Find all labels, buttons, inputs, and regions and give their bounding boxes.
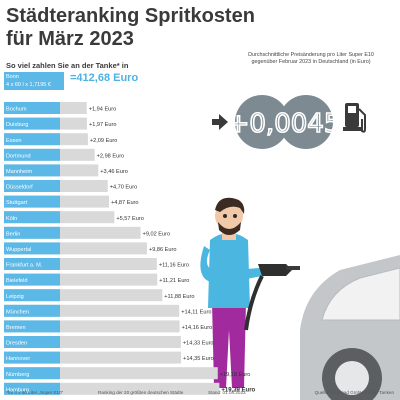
bar-label-bg-0	[4, 102, 60, 114]
category-label-3: Dortmund	[6, 153, 31, 159]
value-label-4: +3,46 Euro	[100, 169, 128, 175]
person-illustration	[200, 197, 300, 388]
bar-label-bg-18	[4, 382, 60, 395]
bar-label-bg-13	[4, 304, 60, 317]
bar-label-bg-14	[4, 320, 60, 333]
category-label-8: Berlin	[6, 231, 20, 237]
value-label-5: +4,70 Euro	[110, 185, 138, 191]
bar-label-bg-15	[4, 336, 60, 348]
bar-label-bg-9	[4, 242, 60, 255]
category-label-17: Nürnberg	[6, 372, 29, 378]
value-label-16: +14,35 Euro	[183, 356, 214, 362]
category-label-14: Bremen	[6, 325, 26, 331]
bar-label-bg-17	[4, 367, 60, 380]
value-label-18: +19,39 Euro	[221, 387, 255, 393]
value-label-12: +11,88 Euro	[164, 294, 194, 300]
category-label-4: Mannheim	[6, 169, 32, 175]
value-label-2: +2,09 Euro	[90, 138, 118, 144]
reference-city: Bonn	[6, 74, 19, 80]
value-label-14: +14,16 Euro	[182, 325, 213, 331]
bar-label-bg-4	[4, 164, 60, 177]
category-label-9: Wuppertal	[6, 247, 31, 253]
category-label-18: Hamburg	[6, 387, 29, 393]
bar-label-bg-16	[4, 351, 60, 364]
bar-chart: Bochum +1,94 Euro Duisburg +1,97 Euro Essen +…	[4, 102, 256, 395]
bar-label-bg-3	[4, 148, 60, 161]
bar-label-bg-11	[4, 273, 60, 286]
category-label-16: Hannover	[6, 356, 30, 362]
category-label-6: Stuttgart	[6, 200, 28, 206]
reference-city-box: Bonn 4 x 60 l x 1,7195 €	[4, 72, 64, 90]
bar-label-bg-1	[4, 117, 60, 130]
category-label-1: Duisburg	[6, 122, 28, 128]
price-change-value: +0,0045	[228, 109, 341, 139]
coin-pair	[235, 95, 333, 149]
bar-label-bg-7	[4, 211, 60, 224]
bar-label-bg-8	[4, 226, 60, 239]
bar-label-bg-5	[4, 180, 60, 192]
value-label-10: +11,16 Euro	[159, 263, 189, 269]
value-label-11: +11,21 Euro	[159, 278, 189, 284]
footer-date: Stand: 01.04.2023	[208, 390, 246, 395]
category-label-11: Bielefeld	[6, 278, 27, 284]
page-title: Städteranking Spritkosten für März 2023	[6, 5, 255, 51]
value-label-0: +1,94 Euro	[89, 107, 117, 113]
reference-formula: 4 x 60 l x 1,7195 €	[6, 82, 51, 88]
car-illustration	[300, 255, 400, 400]
value-label-15: +14,33 Euro	[183, 341, 214, 347]
bar-label-bg-12	[4, 289, 60, 302]
value-label-9: +9,86 Euro	[149, 247, 177, 253]
title-line-1: Städteranking Spritkosten	[6, 5, 255, 27]
category-label-13: München	[6, 309, 29, 315]
footer-ranking: Ranking der 20 größten deutschen Städte	[98, 390, 184, 395]
value-label-17: +19,18 Euro	[220, 372, 251, 378]
value-label-1: +1,97 Euro	[89, 122, 117, 128]
price-change-description: Durchschnittliche Preisänderung pro Lite…	[248, 52, 374, 65]
bar-label-bg-2	[4, 133, 60, 146]
category-label-7: Köln	[6, 216, 17, 222]
value-label-3: +2,98 Euro	[97, 153, 125, 159]
value-label-8: +9,02 Euro	[143, 231, 171, 237]
footer-note: *für 4 x 60 Liter „Super E10“	[6, 390, 64, 395]
category-label-12: Leipzig	[6, 294, 24, 300]
value-label-6: +4,87 Euro	[111, 200, 139, 206]
value-label-13: +14,11 Euro	[181, 309, 211, 315]
category-label-0: Bochum	[6, 107, 27, 113]
bar-label-bg-6	[4, 195, 60, 208]
value-label-7: +5,57 Euro	[116, 216, 144, 222]
category-label-10: Frankfurt a. M.	[6, 263, 43, 269]
category-label-2: Essen	[6, 138, 22, 144]
footer-source: Quelle: infoRoad GmbH/Clever Tanken	[314, 390, 394, 395]
title-line-2: für März 2023	[6, 28, 134, 50]
arrow-right-icon	[212, 114, 228, 130]
reference-value: =412,68 Euro	[70, 72, 139, 84]
bar-label-bg-10	[4, 258, 60, 270]
fuel-pump-icon	[343, 103, 366, 133]
subtitle: So viel zahlen Sie an der Tanke* in	[6, 61, 129, 70]
category-label-5: Düsseldorf	[6, 185, 33, 191]
category-label-15: Dresden	[6, 341, 27, 347]
